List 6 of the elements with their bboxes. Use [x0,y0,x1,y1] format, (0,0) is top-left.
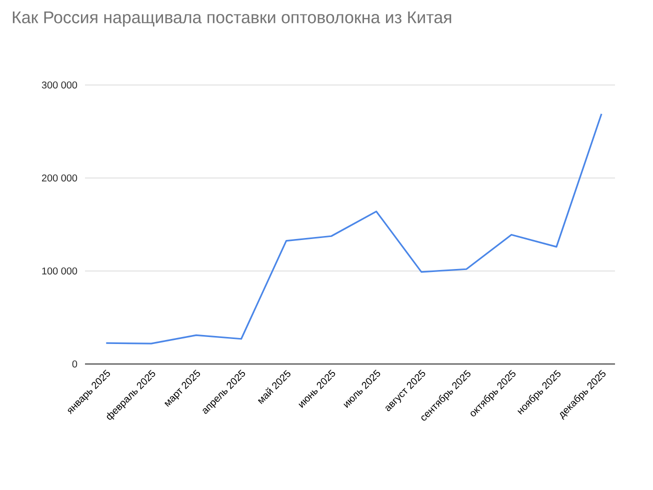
line-series [105,113,602,344]
y-tick-label: 200 000 [42,174,78,182]
y-tick-label: 100 000 [42,267,78,275]
y-tick-label: 300 000 [42,81,78,89]
y-tick-label: 0 [72,360,78,368]
chart-title: Как Россия наращивала поставки оптоволокна из Китая [12,12,452,27]
